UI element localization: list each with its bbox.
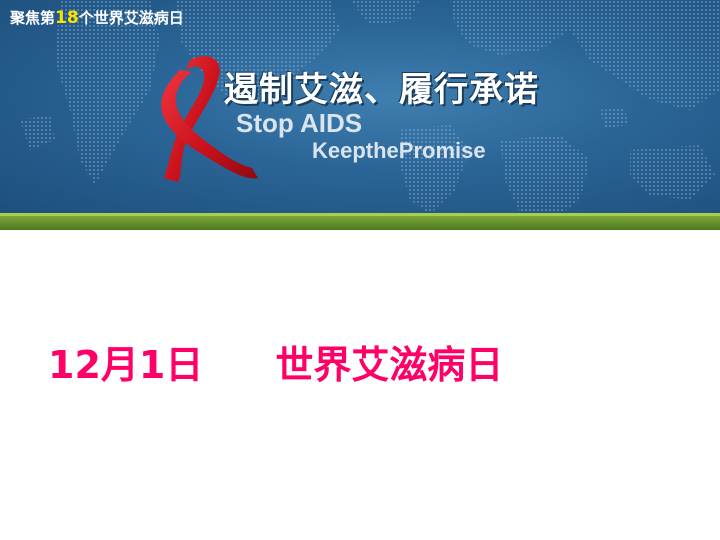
headline-event: 世界艾滋病日 bbox=[275, 343, 504, 387]
topic-suffix: 个世界艾滋病日 bbox=[78, 9, 184, 27]
header-banner: 聚焦第18个世界艾滋病日 遏制艾滋、履行承诺 Stop AIDS Keepthe… bbox=[0, 0, 720, 216]
topic-title: 聚焦第18个世界艾滋病日 bbox=[10, 7, 184, 28]
topic-prefix: 聚焦第 bbox=[10, 9, 56, 27]
topic-number: 18 bbox=[55, 8, 79, 28]
slogan-english-line2: KeepthePromise bbox=[312, 138, 486, 163]
banner-divider-highlight bbox=[0, 213, 720, 217]
headline: 12月1日 世界艾滋病日 bbox=[48, 334, 503, 389]
slogan-english-line1: Stop AIDS bbox=[236, 108, 363, 138]
red-ribbon-icon bbox=[161, 56, 258, 182]
banner-divider bbox=[0, 216, 720, 230]
slogan-chinese: 遏制艾滋、履行承诺 bbox=[224, 70, 539, 110]
headline-date: 12月1日 bbox=[48, 343, 204, 387]
